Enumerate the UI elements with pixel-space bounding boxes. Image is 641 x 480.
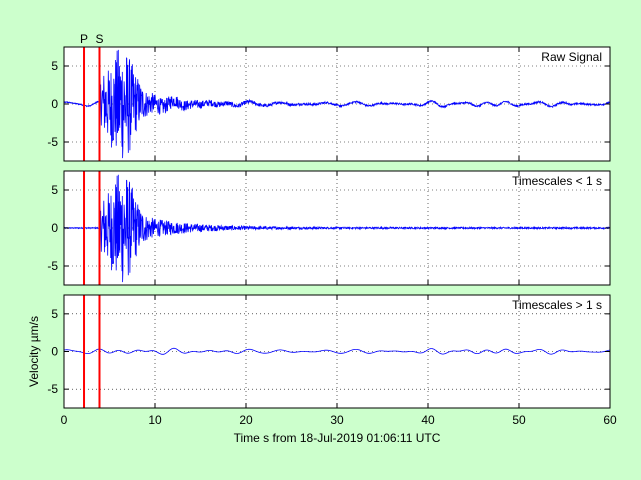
x-tick-label: 30	[330, 413, 344, 427]
y-tick-label: 5	[51, 307, 58, 321]
panel-2: -5 0 5 Timescales < 1 s	[47, 170, 611, 286]
x-tick-label: 50	[512, 413, 526, 427]
y-tick-label: -5	[47, 382, 58, 396]
waveform-line	[64, 347, 611, 355]
waveform-line	[63, 49, 611, 159]
y-axis-label: Velocity µm/s	[27, 316, 41, 387]
x-tick-label: 40	[421, 413, 435, 427]
y-tick-label: -5	[47, 259, 58, 273]
y-tick-label: 0	[51, 345, 58, 359]
phase-label-p: P	[80, 32, 88, 46]
y-tick-label: 0	[51, 221, 58, 235]
x-tick-label: 10	[148, 413, 162, 427]
panel-1: -5 0 5 Raw Signal	[47, 46, 611, 162]
panel-label: Raw Signal	[541, 50, 602, 64]
panel-label: Timescales < 1 s	[512, 174, 602, 188]
x-tick-label: 60	[603, 413, 617, 427]
phase-label-s: S	[95, 32, 103, 46]
y-tick-label: 0	[51, 97, 58, 111]
x-tick-label: 0	[61, 413, 68, 427]
panel-3: -5 0 5 Timescales > 1 s	[47, 294, 611, 409]
y-tick-label: -5	[47, 135, 58, 149]
y-tick-label: 5	[51, 183, 58, 197]
y-tick-label: 5	[51, 59, 58, 73]
x-axis-label: Time s from 18-Jul-2019 01:06:11 UTC	[234, 431, 441, 445]
waveform-line	[63, 174, 611, 283]
x-tick-label: 20	[239, 413, 253, 427]
panel-label: Timescales > 1 s	[512, 298, 602, 312]
